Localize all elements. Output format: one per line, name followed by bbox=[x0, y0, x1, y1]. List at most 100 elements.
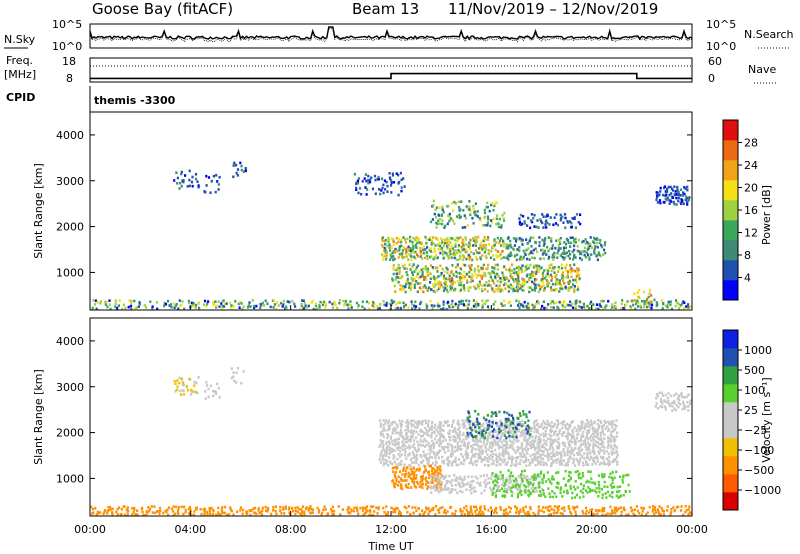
heatmap-cell-0-6 bbox=[513, 244, 516, 247]
heatmap-cell-0-7 bbox=[517, 282, 520, 285]
noise-right-tick-top: 10^5 bbox=[706, 18, 736, 31]
heatmap-cell-1-6 bbox=[502, 480, 505, 484]
heatmap-cell-1-0 bbox=[357, 512, 360, 516]
heatmap-cell-1-4 bbox=[556, 446, 559, 450]
heatmap-cell-0-8 bbox=[486, 215, 490, 219]
heatmap-cell-1-4 bbox=[484, 429, 487, 433]
heatmap-cell-0-10 bbox=[686, 197, 689, 200]
heatmap-cell-0-5 bbox=[475, 240, 479, 243]
heatmap-cell-1-4 bbox=[442, 448, 445, 451]
heatmap-cell-0-5 bbox=[424, 235, 427, 239]
heatmap-cell-1-4 bbox=[427, 457, 430, 460]
heatmap-cell-0-0 bbox=[376, 307, 380, 310]
heatmap-cell-0-6 bbox=[593, 241, 596, 245]
heatmap-cell-1-4 bbox=[399, 450, 402, 453]
heatmap-cell-1-5 bbox=[407, 486, 410, 489]
heatmap-cell-0-0 bbox=[667, 303, 670, 306]
heatmap-cell-0-7 bbox=[498, 284, 501, 287]
heatmap-cell-0-7 bbox=[564, 266, 567, 269]
heatmap-cell-0-0 bbox=[225, 302, 228, 305]
heatmap-cell-0-0 bbox=[605, 304, 608, 307]
heatmap-cell-0-1 bbox=[188, 178, 191, 182]
heatmap-cell-1-8 bbox=[475, 417, 479, 421]
heatmap-cell-0-7 bbox=[545, 274, 548, 278]
heatmap-cell-1-4 bbox=[444, 451, 447, 454]
heatmap-cell-0-0 bbox=[481, 299, 484, 303]
heatmap-cell-0-7 bbox=[443, 270, 446, 273]
heatmap-cell-1-4 bbox=[564, 434, 568, 438]
heatmap-cell-1-4 bbox=[556, 453, 559, 457]
heatmap-cell-1-4 bbox=[522, 460, 525, 463]
heatmap-cell-0-0 bbox=[218, 305, 221, 308]
heatmap-cell-1-1 bbox=[194, 390, 198, 394]
heatmap-cell-1-4 bbox=[515, 430, 519, 433]
heatmap-cell-1-4 bbox=[457, 446, 460, 449]
heatmap-cell-0-7 bbox=[490, 271, 493, 275]
heatmap-cell-1-6 bbox=[462, 484, 465, 488]
heatmap-cell-0-7 bbox=[527, 266, 530, 270]
heatmap-cell-1-0 bbox=[443, 508, 446, 512]
heatmap-cell-0-0 bbox=[173, 306, 176, 309]
heatmap-cell-0-7 bbox=[567, 286, 571, 290]
heatmap-cell-0-7 bbox=[509, 283, 512, 287]
heatmap-cell-0-7 bbox=[424, 286, 427, 289]
heatmap-cell-1-0 bbox=[175, 505, 178, 509]
heatmap-cell-0-0 bbox=[276, 301, 279, 304]
heatmap-cell-1-5 bbox=[428, 473, 431, 477]
heatmap-cell-1-6 bbox=[483, 480, 486, 484]
heatmap-cell-1-0 bbox=[111, 513, 114, 516]
heatmap-cell-1-0 bbox=[574, 513, 578, 516]
heatmap-cell-1-6 bbox=[438, 478, 441, 481]
heatmap-cell-1-0 bbox=[657, 508, 660, 511]
heatmap-cell-1-4 bbox=[448, 429, 451, 432]
heatmap-cell-1-4 bbox=[460, 440, 463, 444]
heatmap-cell-0-0 bbox=[304, 304, 307, 308]
heatmap-cell-1-9 bbox=[655, 402, 658, 405]
heatmap-cell-0-5 bbox=[425, 241, 428, 245]
heatmap-cell-1-6 bbox=[529, 483, 532, 486]
heatmap-cell-1-5 bbox=[425, 483, 428, 486]
heatmap-cell-0-7 bbox=[569, 264, 572, 267]
heatmap-cell-0-0 bbox=[430, 304, 433, 307]
heatmap-cell-0-9 bbox=[530, 220, 534, 224]
heatmap-cell-0-7 bbox=[446, 290, 449, 294]
heatmap-cell-0-7 bbox=[429, 281, 432, 284]
heatmap-cell-1-6 bbox=[533, 490, 536, 494]
heatmap-cell-1-4 bbox=[517, 439, 520, 443]
heatmap-cell-1-4 bbox=[555, 461, 558, 464]
heatmap-cell-0-7 bbox=[424, 265, 427, 268]
heatmap-cell-0-5 bbox=[498, 241, 501, 245]
heatmap-cell-0-8 bbox=[490, 202, 494, 205]
heatmap-cell-0-7 bbox=[410, 277, 413, 280]
heatmap-cell-1-4 bbox=[566, 422, 569, 426]
heatmap-cell-1-7 bbox=[548, 492, 551, 495]
heatmap-cell-0-5 bbox=[432, 236, 435, 239]
heatmap-cell-0-7 bbox=[477, 265, 480, 268]
heatmap-cell-1-4 bbox=[424, 455, 427, 459]
heatmap-cell-1-4 bbox=[386, 433, 389, 436]
heatmap-cell-1-4 bbox=[378, 419, 381, 422]
heatmap-cell-1-0 bbox=[230, 509, 233, 513]
heatmap-cell-0-5 bbox=[445, 252, 448, 255]
heatmap-cell-1-6 bbox=[507, 485, 510, 489]
heatmap-cell-1-0 bbox=[524, 505, 527, 509]
heatmap-cell-0-7 bbox=[398, 270, 401, 273]
heatmap-cell-0-7 bbox=[468, 270, 471, 274]
heatmap-cell-1-0 bbox=[394, 510, 397, 514]
heatmap-cell-1-6 bbox=[434, 473, 437, 477]
heatmap-cell-1-4 bbox=[556, 419, 560, 423]
heatmap-cell-1-0 bbox=[362, 506, 365, 510]
heatmap-cell-1-2 bbox=[217, 386, 220, 390]
heatmap-cell-0-8 bbox=[482, 224, 485, 227]
heatmap-cell-0-4 bbox=[363, 177, 366, 180]
heatmap-cell-0-7 bbox=[394, 278, 397, 281]
heatmap-cell-0-4 bbox=[400, 186, 403, 189]
heatmap-cell-1-5 bbox=[392, 482, 395, 485]
heatmap-cell-1-8 bbox=[511, 422, 514, 425]
heatmap-cell-0-4 bbox=[390, 181, 393, 184]
heatmap-cell-1-0 bbox=[460, 513, 463, 516]
heatmap-cell-0-6 bbox=[554, 246, 557, 250]
heatmap-cell-0-8 bbox=[498, 217, 501, 221]
heatmap-cell-1-5 bbox=[432, 467, 435, 471]
colorbar-swatch bbox=[723, 402, 738, 421]
